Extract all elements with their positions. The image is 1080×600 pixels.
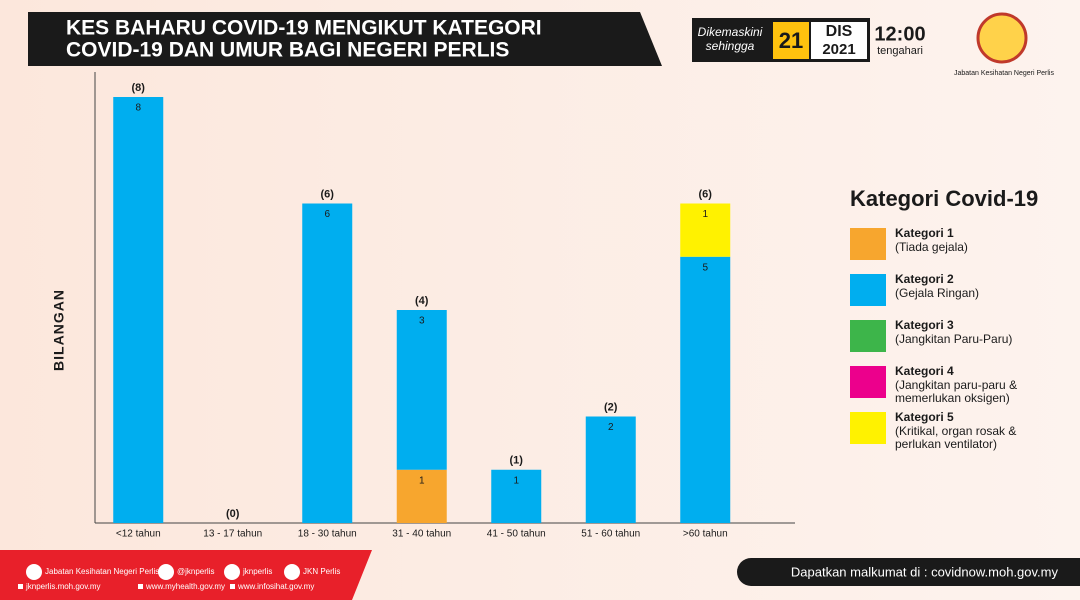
social-handle: JKN Perlis (303, 567, 340, 576)
title-line: COVID-19 DAN UMUR BAGI NEGERI PERLIS (66, 39, 509, 62)
year: 2021 (822, 41, 855, 58)
social-handle: @jknperlis (177, 567, 214, 576)
bar-segment (396, 469, 447, 523)
updated-label: Dikemaskini (698, 25, 763, 39)
x-tick-label: 13 - 17 tahun (203, 529, 262, 540)
total-label: (0) (226, 508, 240, 520)
title-banner (28, 12, 662, 66)
footer-banner (0, 550, 372, 600)
legend-label: Kategori 2 (895, 272, 954, 286)
value-label: 3 (419, 316, 425, 327)
month: DIS (826, 23, 853, 40)
title-line: KES BAHARU COVID-19 MENGIKUT KATEGORI (66, 17, 542, 40)
legend-description: (Gejala Ringan) (895, 286, 979, 300)
social-icon (284, 564, 300, 580)
legend-description: (Kritikal, organ rosak & (895, 424, 1016, 438)
x-tick-label: >60 tahun (683, 529, 728, 540)
bar-segment (585, 416, 636, 523)
legend-label: Kategori 5 (895, 410, 954, 424)
link-bullet (18, 584, 23, 589)
total-label: (2) (604, 401, 618, 413)
legend-swatch (850, 366, 886, 398)
x-tick-label: 31 - 40 tahun (392, 529, 451, 540)
day: 21 (779, 28, 803, 53)
bar-segment (396, 310, 447, 470)
x-tick-label: 41 - 50 tahun (487, 529, 546, 540)
social-icon (224, 564, 240, 580)
total-label: (1) (510, 455, 524, 467)
x-tick-label: <12 tahun (116, 529, 161, 540)
x-tick-label: 18 - 30 tahun (298, 529, 357, 540)
legend-label: Kategori 3 (895, 318, 954, 332)
legend-description: (Jangkitan Paru-Paru) (895, 332, 1012, 346)
value-label: 1 (702, 209, 708, 220)
legend-description: (Jangkitan paru-paru & (895, 378, 1017, 392)
legend-label: Kategori 4 (895, 364, 954, 378)
total-label: (8) (132, 82, 146, 94)
legend-title: Kategori Covid-19 (850, 186, 1038, 211)
legend-description: perlukan ventilator) (895, 437, 997, 451)
legend-swatch (850, 412, 886, 444)
legend-label: Kategori 1 (895, 226, 954, 240)
bar-segment (302, 203, 353, 523)
bar-segment (491, 469, 542, 523)
total-label: (6) (321, 188, 335, 200)
info-pill (737, 558, 1080, 586)
social-icon (158, 564, 174, 580)
bar-segment (113, 97, 164, 523)
agency: Jabatan Kesihatan Negeri Perlis (954, 70, 1055, 77)
bar-segment (680, 256, 731, 523)
link-bullet (138, 584, 143, 589)
x-tick-label: 51 - 60 tahun (581, 529, 640, 540)
value-label: 2 (608, 422, 614, 433)
link-bullet (230, 584, 235, 589)
value-label: 6 (324, 209, 330, 220)
legend-swatch (850, 228, 886, 260)
value-label: 5 (702, 262, 708, 273)
link: jknperlis.moh.gov.my (25, 582, 101, 591)
social-handle: Jabatan Kesihatan Negeri Perlis (45, 567, 159, 576)
legend-description: (Tiada gejala) (895, 240, 968, 254)
social-icon (26, 564, 42, 580)
link: www.infosihat.gov.my (237, 582, 314, 591)
total-label: (4) (415, 295, 429, 307)
value-label: 1 (513, 475, 519, 486)
bar-segment (680, 203, 731, 257)
legend-description: memerlukan oksigen) (895, 391, 1010, 405)
time: 12:00 (874, 23, 925, 45)
day-box (773, 22, 809, 59)
y-axis-label: BILANGAN (51, 289, 67, 371)
info: Dapatkan malkumat di : covidnow.moh.gov.… (791, 564, 1059, 579)
legend-swatch (850, 320, 886, 352)
crest (976, 12, 1028, 64)
value-label: 1 (419, 475, 425, 486)
month-box (811, 22, 867, 59)
total-label: (6) (699, 188, 713, 200)
value-label: 8 (135, 103, 141, 114)
time-label: tengahari (877, 45, 923, 57)
legend-swatch (850, 274, 886, 306)
link: www.myhealth.gov.my (145, 582, 225, 591)
updated-label: sehingga (706, 39, 755, 53)
social-handle: jknperlis (242, 567, 272, 576)
